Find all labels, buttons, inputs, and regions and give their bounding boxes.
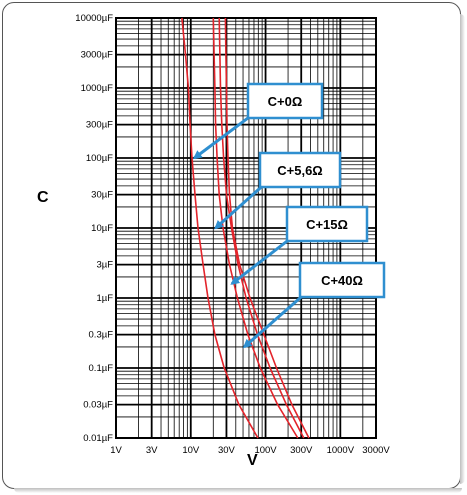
callout-label: C+0Ω xyxy=(268,94,303,109)
y-tick-label: 0.03µF xyxy=(83,400,113,411)
y-tick-label: 100µF xyxy=(86,153,113,164)
y-tick-label: 3000µF xyxy=(81,50,114,61)
y-tick-label: 3µF xyxy=(96,260,113,271)
x-tick-label: 1V xyxy=(110,445,122,456)
series-line xyxy=(218,17,305,439)
frame-shadow-bottom xyxy=(14,488,462,493)
callout-box xyxy=(298,261,386,299)
callout-box xyxy=(285,205,369,243)
callout: C+15Ω xyxy=(230,205,369,285)
y-tick-label: 1000µF xyxy=(81,83,114,94)
callout-label: C+5,6Ω xyxy=(277,163,322,178)
callout: C+40Ω xyxy=(242,261,386,349)
plot-border xyxy=(115,17,377,439)
y-tick-label: 1µF xyxy=(96,293,113,304)
y-tick-label: 0.1µF xyxy=(89,363,114,374)
x-tick-label: 10V xyxy=(182,445,200,456)
series-line xyxy=(181,17,259,439)
y-tick-label: 30µF xyxy=(91,190,113,201)
callout-label: C+15Ω xyxy=(306,217,348,232)
series-line xyxy=(224,17,310,439)
callout-label: C+40Ω xyxy=(321,273,363,288)
tick-labels: 10000µF 3000µF 1000µF 300µF 100µF 30µF 10µF 3µF… xyxy=(75,13,390,456)
callout-arrow xyxy=(192,110,257,160)
callout: C+0Ω xyxy=(192,82,324,160)
x-axis-label: V xyxy=(247,452,258,469)
callout-box xyxy=(246,82,324,120)
callout-arrow xyxy=(214,179,270,230)
y-axis-label: C xyxy=(37,189,49,206)
x-tick-label: 300V xyxy=(290,445,313,456)
x-tick-label: 30V xyxy=(218,445,236,456)
x-tick-label: 3000V xyxy=(362,445,390,456)
y-tick-label: 10000µF xyxy=(75,13,113,24)
frame-shadow-right xyxy=(460,14,465,484)
callout-arrow xyxy=(230,233,296,285)
x-tick-label: 3V xyxy=(146,445,158,456)
x-tick-label: 100V xyxy=(254,445,277,456)
x-tick-label: 1000V xyxy=(327,445,355,456)
callouts: C+0Ω C+5,6Ω C+15Ω C+40Ω xyxy=(192,82,386,349)
y-tick-label: 0.3µF xyxy=(89,330,114,341)
callout-arrow xyxy=(242,289,309,349)
callout-box xyxy=(258,151,342,189)
grid xyxy=(115,17,377,439)
callout: C+5,6Ω xyxy=(214,151,342,230)
chart-frame xyxy=(2,2,461,489)
y-tick-label: 10µF xyxy=(91,223,113,234)
y-tick-label: 0.01µF xyxy=(83,433,113,444)
y-tick-label: 300µF xyxy=(86,120,113,131)
